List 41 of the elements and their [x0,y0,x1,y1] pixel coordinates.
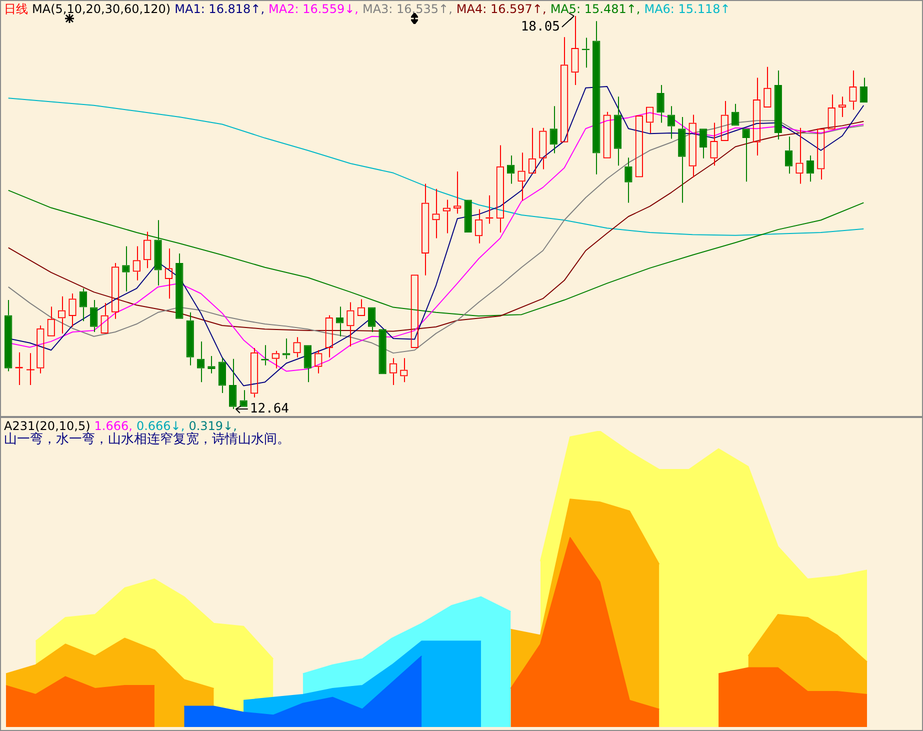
text: MA4: 16.597↑, [456,2,546,16]
candlestick [90,300,98,332]
candlestick [229,358,237,410]
candlestick [464,200,472,232]
annotation: 12.64 [250,401,290,416]
text: MA2: 16.559↓, [268,2,358,16]
chart-title: 日线 [4,2,28,16]
candlestick [742,128,750,182]
candlestick [218,358,226,394]
candlestick [378,329,386,374]
chart-subtitle: 山一弯，水一弯，山水相连窄复宽，诗情山水间。 [4,432,290,447]
chart-subtitle: MA(5,10,20,30,60,120) [32,2,171,16]
text: MA1: 16.818↑, [174,2,265,16]
candlestick [4,300,12,372]
candlestick [79,288,88,322]
candlestick [304,345,312,383]
candlestick [774,70,782,140]
candlestick [860,77,868,102]
chart-title: A231(20,10,5) [4,419,90,433]
text: MA5: 15.481↑, [550,2,640,16]
candlestick [624,157,632,204]
candlestick [678,116,686,204]
candlestick [784,136,793,174]
annotation: 0.319↓, [188,419,237,433]
candlestick [656,84,664,124]
annotation: 0.666↓, [136,419,185,433]
candlestick [208,355,216,374]
candlestick [154,220,162,286]
candlestick [806,154,814,182]
candlestick [699,128,708,159]
candlestick [592,20,600,175]
annotation: 18.05 [520,19,560,34]
candlestick [550,106,558,154]
candlestick [732,103,740,126]
candlestick [368,307,376,332]
text: MA6: 15.118↑ [644,2,730,16]
text: MA3: 16.535↑, [362,2,452,16]
candlestick [614,96,622,166]
candlestick [26,352,35,386]
annotation: 1.666, [94,419,132,433]
candlestick [186,312,194,366]
